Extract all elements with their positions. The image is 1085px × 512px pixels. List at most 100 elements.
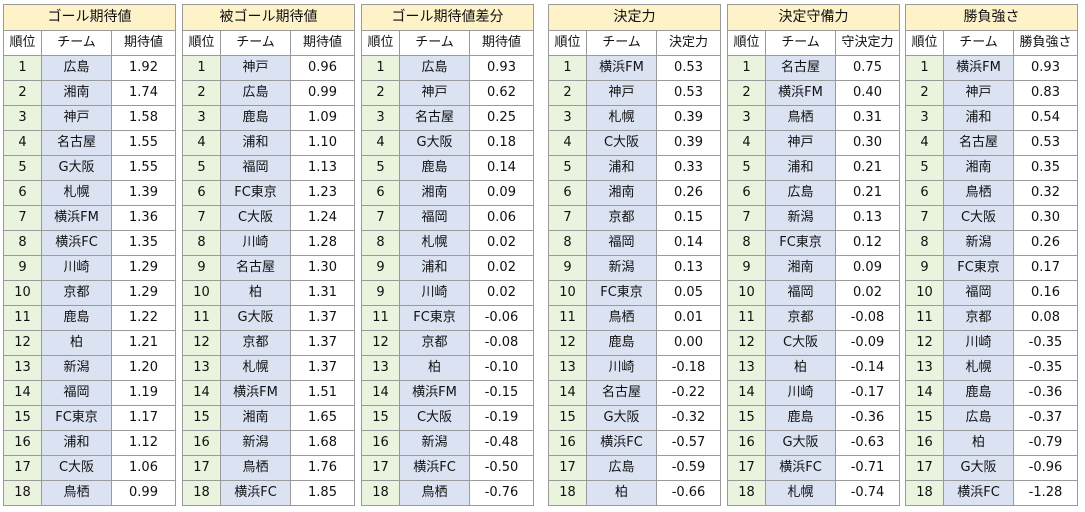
- value-cell: -0.14: [834, 355, 901, 381]
- team-cell: 柏: [586, 480, 657, 506]
- team-cell: 柏: [943, 430, 1014, 456]
- rank-cell: 5: [548, 155, 587, 181]
- rank-cell: 2: [727, 80, 766, 106]
- team-cell: C大阪: [220, 205, 291, 231]
- rank-cell: 5: [3, 155, 42, 181]
- team-cell: 柏: [41, 330, 112, 356]
- team-cell: 鳥栖: [586, 305, 657, 331]
- value-cell: 0.62: [468, 80, 535, 106]
- value-cell: 1.12: [110, 430, 177, 456]
- table-goal-expectation-diff: ゴール期待値差分 順位 チーム 期待値 1 広島 0.93 2 神戸 0.62 3 名古屋 0.25 4 G…: [360, 4, 535, 506]
- value-cell: -0.76: [468, 480, 535, 506]
- value-cell: 0.25: [468, 105, 535, 131]
- rank-cell: 7: [361, 205, 400, 231]
- team-cell: 京都: [765, 305, 836, 331]
- value-cell: 0.02: [834, 280, 901, 306]
- team-cell: C大阪: [41, 455, 112, 481]
- table-row: 7 福岡 0.06: [361, 205, 535, 231]
- table-row: 4 C大阪 0.39: [548, 130, 722, 156]
- team-cell: 湘南: [765, 255, 836, 281]
- table-row: 13 新潟 1.20: [3, 355, 177, 381]
- rank-cell: 13: [182, 355, 221, 381]
- value-cell: -0.35: [1013, 355, 1078, 381]
- value-cell: 1.35: [110, 230, 177, 256]
- table-row: 16 新潟 1.68: [182, 430, 355, 456]
- value-cell: -0.36: [1013, 380, 1078, 406]
- value-cell: 0.53: [655, 55, 722, 81]
- value-cell: 0.08: [1013, 305, 1078, 331]
- table-row: 10 柏 1.31: [182, 280, 355, 306]
- table-row: 1 広島 1.92: [3, 55, 177, 81]
- team-cell: 鹿島: [41, 305, 112, 331]
- table-row: 8 横浜FC 1.35: [3, 230, 177, 256]
- rank-cell: 9: [361, 255, 400, 281]
- rank-cell: 11: [361, 305, 400, 331]
- header-row: 順位 チーム 期待値: [3, 30, 177, 56]
- table-row: 9 新潟 0.13: [548, 255, 722, 281]
- value-cell: 0.75: [834, 55, 901, 81]
- team-cell: 名古屋: [586, 380, 657, 406]
- rank-header: 順位: [905, 30, 944, 56]
- value-cell: 0.30: [1013, 205, 1078, 231]
- rank-cell: 12: [361, 330, 400, 356]
- table-row: 4 名古屋 0.53: [905, 130, 1078, 156]
- team-header: チーム: [41, 30, 112, 56]
- team-cell: 京都: [399, 330, 470, 356]
- table-row: 8 福岡 0.14: [548, 230, 722, 256]
- team-cell: C大阪: [765, 330, 836, 356]
- table-row: 6 広島 0.21: [727, 180, 901, 206]
- table-row: 10 京都 1.29: [3, 280, 177, 306]
- table-row: 17 C大阪 1.06: [3, 455, 177, 481]
- rank-cell: 8: [361, 230, 400, 256]
- team-cell: FC東京: [41, 405, 112, 431]
- table-row: 6 湘南 0.26: [548, 180, 722, 206]
- value-cell: -0.66: [655, 480, 722, 506]
- rank-cell: 6: [727, 180, 766, 206]
- team-cell: 名古屋: [41, 130, 112, 156]
- rank-cell: 18: [727, 480, 766, 506]
- team-cell: 名古屋: [220, 255, 291, 281]
- team-cell: 湘南: [220, 405, 291, 431]
- team-cell: 横浜FC: [765, 455, 836, 481]
- value-cell: 1.21: [110, 330, 177, 356]
- table-goal-expectation: ゴール期待値 順位 チーム 期待値 1 広島 1.92 2 湘南 1.74 3 神戸 1.58 4 名古屋 1…: [2, 4, 177, 506]
- table-row: 15 G大阪 -0.32: [548, 405, 722, 431]
- value-cell: -0.37: [1013, 405, 1078, 431]
- rank-cell: 6: [361, 180, 400, 206]
- value-cell: 0.09: [834, 255, 901, 281]
- value-cell: 1.22: [110, 305, 177, 331]
- value-cell: 0.14: [468, 155, 535, 181]
- rank-cell: 8: [182, 230, 221, 256]
- table-row: 4 浦和 1.10: [182, 130, 355, 156]
- rank-cell: 6: [905, 180, 944, 206]
- team-cell: G大阪: [943, 455, 1014, 481]
- table-row: 15 湘南 1.65: [182, 405, 355, 431]
- table-row: 14 鹿島 -0.36: [905, 380, 1078, 406]
- value-cell: 0.17: [1013, 255, 1078, 281]
- table-row: 9 浦和 0.02: [361, 255, 535, 281]
- team-cell: 札幌: [41, 180, 112, 206]
- rank-cell: 10: [182, 280, 221, 306]
- value-cell: 0.09: [468, 180, 535, 206]
- team-cell: G大阪: [399, 130, 470, 156]
- table-row: 15 C大阪 -0.19: [361, 405, 535, 431]
- table-row: 16 柏 -0.79: [905, 430, 1078, 456]
- team-cell: 横浜FC: [586, 430, 657, 456]
- team-cell: 広島: [220, 80, 291, 106]
- team-cell: 神戸: [943, 80, 1014, 106]
- value-cell: -0.18: [655, 355, 722, 381]
- rank-cell: 3: [727, 105, 766, 131]
- team-cell: 鳥栖: [41, 480, 112, 506]
- value-cell: 0.31: [834, 105, 901, 131]
- table-row: 6 鳥栖 0.32: [905, 180, 1078, 206]
- team-cell: 鹿島: [943, 380, 1014, 406]
- rank-cell: 18: [548, 480, 587, 506]
- team-cell: 新潟: [41, 355, 112, 381]
- team-cell: 鳥栖: [765, 105, 836, 131]
- team-cell: C大阪: [943, 205, 1014, 231]
- value-cell: -0.35: [1013, 330, 1078, 356]
- table-row: 12 京都 1.37: [182, 330, 355, 356]
- team-cell: 京都: [586, 205, 657, 231]
- value-cell: 0.26: [1013, 230, 1078, 256]
- value-cell: 0.99: [290, 80, 355, 106]
